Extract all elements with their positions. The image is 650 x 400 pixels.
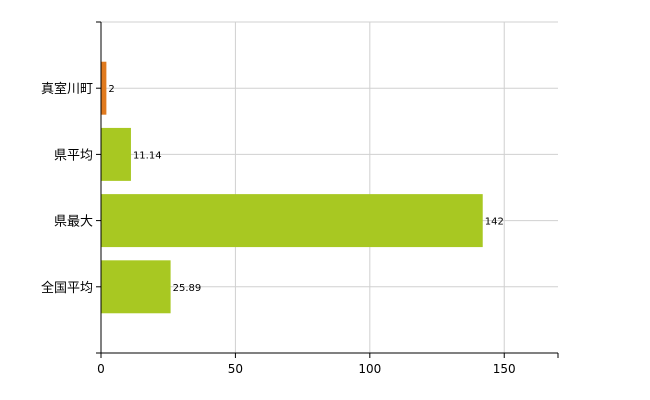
data-label: 11.14	[133, 150, 162, 161]
y-tick-label: 真室川町	[41, 81, 93, 97]
data-label: 2	[108, 84, 114, 95]
y-tick-label: 県最大	[54, 215, 93, 230]
data-label: 25.89	[173, 283, 202, 294]
x-tick-label: 100	[358, 362, 381, 376]
data-label: 142	[485, 217, 504, 228]
y-tick-label: 県平均	[54, 148, 93, 163]
x-tick-label: 50	[228, 362, 243, 376]
x-tick-label: 0	[97, 362, 105, 376]
bar	[101, 194, 483, 248]
bar	[101, 127, 131, 181]
bar	[101, 61, 107, 115]
y-tick-label: 全国平均	[41, 280, 93, 296]
x-tick-label: 150	[493, 362, 516, 376]
bar	[101, 260, 171, 314]
